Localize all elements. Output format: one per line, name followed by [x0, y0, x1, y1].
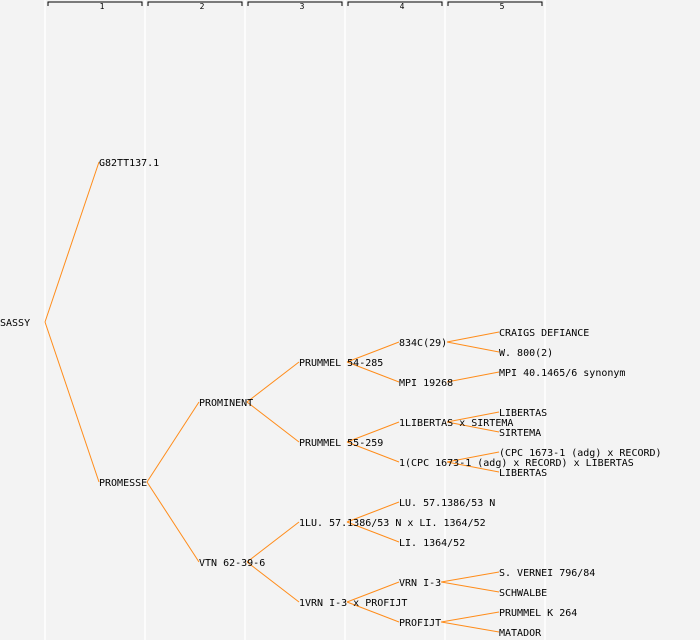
pedigree-node: 1(CPC 1673-1 (adg) x RECORD) x LIBERTAS: [399, 458, 634, 469]
column-header-1: 1: [100, 2, 105, 11]
pedigree-node: 1VRN I-3 x PROFIJT: [299, 598, 407, 609]
tree-connector: [346, 441, 400, 463]
pedigree-node: W. 800(2): [499, 348, 553, 359]
pedigree-node: MPI 40.1465/6 synonym: [499, 368, 625, 379]
column-header-4: 4: [400, 2, 405, 11]
column-header-5: 5: [500, 2, 505, 11]
tree-connector: [446, 341, 500, 353]
tree-connector: [346, 341, 400, 363]
tree-connector: [44, 321, 100, 483]
pedigree-node: CRAIGS DEFIANCE: [499, 328, 589, 339]
tree-connector: [246, 401, 300, 443]
pedigree-node: PROMESSE: [99, 478, 147, 489]
column-bracket: [147, 1, 243, 6]
pedigree-node: LIBERTAS: [499, 468, 547, 479]
tree-connector: [441, 571, 500, 583]
tree-connector: [446, 451, 500, 463]
pedigree-node: LI. 1364/52: [399, 538, 465, 549]
tree-connector: [446, 421, 500, 433]
pedigree-node: SASSY: [0, 318, 30, 329]
tree-connector: [441, 621, 500, 633]
pedigree-node: PRUMMEL 55-259: [299, 438, 383, 449]
tree-connector: [446, 331, 500, 343]
pedigree-node: LIBERTAS: [499, 408, 547, 419]
tree-connector: [446, 411, 500, 423]
tree-connector: [146, 481, 200, 563]
tree-connector: [146, 401, 200, 483]
tree-connector: [346, 601, 400, 623]
tree-connector: [346, 521, 400, 543]
column-bracket: [47, 1, 143, 6]
tree-connector: [441, 611, 500, 623]
pedigree-node: LU. 57.1386/53 N: [399, 498, 495, 509]
tree-connector: [446, 461, 500, 473]
tree-connector: [446, 371, 500, 383]
pedigree-node: PROFIJT: [399, 618, 441, 629]
pedigree-node: 834C(29): [399, 338, 447, 349]
tree-connector: [346, 581, 400, 603]
pedigree-node: PRUMMEL K 264: [499, 608, 577, 619]
pedigree-node: SCHWALBE: [499, 588, 547, 599]
pedigree-node: PRUMMEL 54-285: [299, 358, 383, 369]
column-bracket: [247, 1, 343, 6]
tree-connector: [346, 421, 400, 443]
pedigree-node: SIRTEMA: [499, 428, 541, 439]
pedigree-node: S. VERNEI 796/84: [499, 568, 595, 579]
tree-connector: [246, 361, 300, 403]
tree-connector: [246, 521, 300, 563]
column-header-2: 2: [200, 2, 205, 11]
pedigree-node: VTN 62-39-6: [199, 558, 265, 569]
tree-connector: [346, 361, 400, 383]
tree-connector: [441, 581, 500, 593]
pedigree-node: MATADOR: [499, 628, 542, 639]
pedigree-node: VRN I-3: [399, 578, 441, 589]
pedigree-node: G82TT137.1: [99, 158, 159, 169]
tree-connector: [44, 161, 100, 323]
tree-connector: [346, 501, 400, 523]
pedigree-node: (CPC 1673-1 (adg) x RECORD): [499, 448, 662, 459]
pedigree-node-link[interactable]: MPI 19268: [399, 378, 453, 389]
tree-connector: [246, 561, 300, 603]
column-header-3: 3: [300, 2, 305, 11]
pedigree-node: 1LU. 57.1386/53 N x LI. 1364/52: [299, 518, 486, 529]
pedigree-node: PROMINENT: [199, 398, 253, 409]
pedigree-node: 1LIBERTAS x SIRTEMA: [399, 418, 513, 429]
column-bracket: [347, 1, 443, 6]
column-bracket: [447, 1, 543, 6]
